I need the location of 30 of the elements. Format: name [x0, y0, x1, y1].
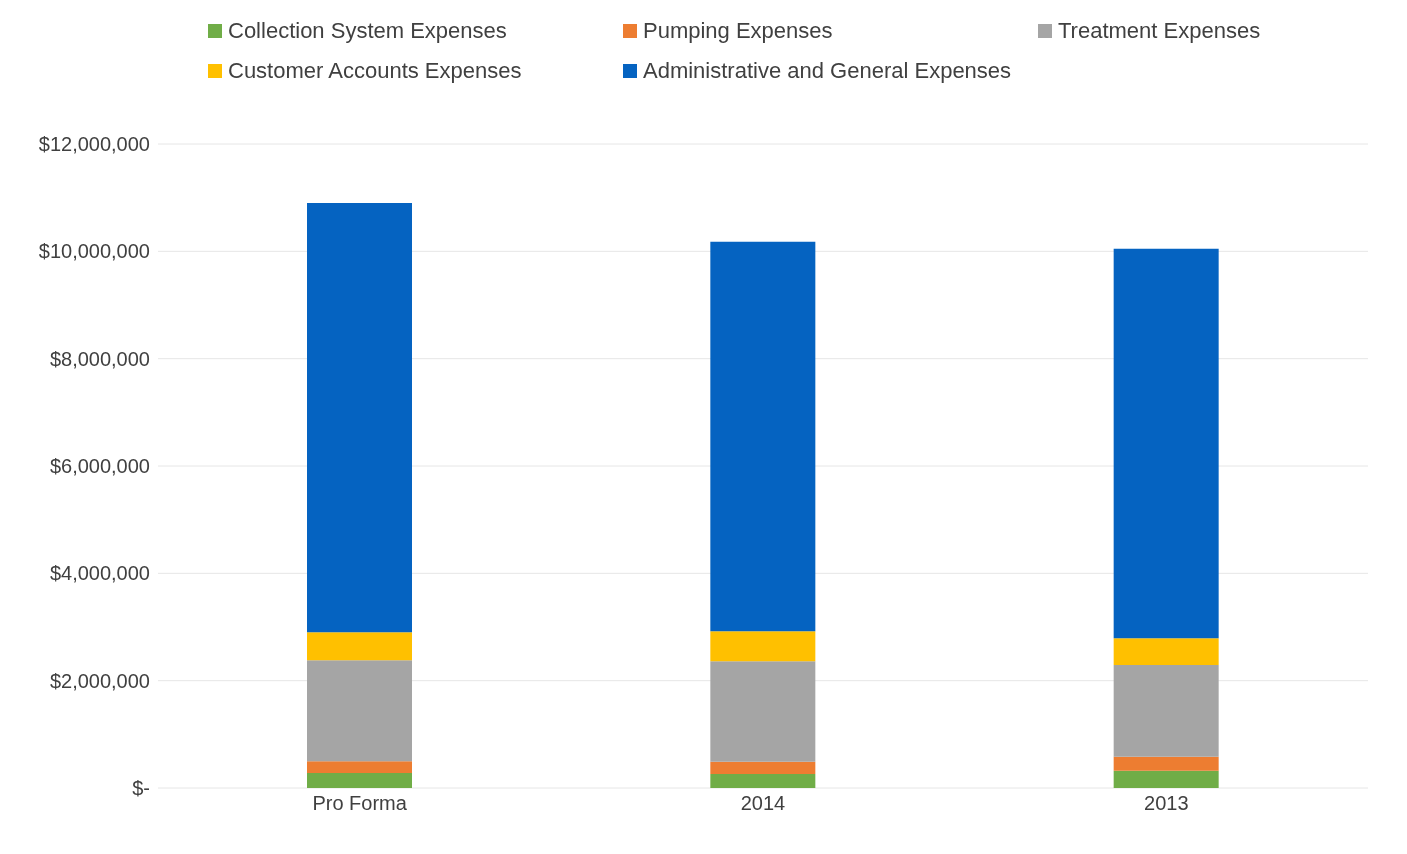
bar	[1113, 770, 1219, 788]
y-tick-label: $2,000,000	[49, 669, 150, 692]
bar	[710, 661, 816, 762]
bar	[710, 761, 816, 775]
bar	[307, 660, 412, 762]
bar	[710, 774, 816, 788]
bar	[710, 241, 816, 632]
bar	[1113, 638, 1219, 666]
y-tick-label: $10,000,000	[38, 240, 150, 263]
legend-label: Collection System Expenses	[228, 18, 507, 44]
y-tick-label: $6,000,000	[49, 455, 150, 478]
bar	[1113, 665, 1219, 757]
x-tick-label: 2014	[740, 792, 786, 815]
y-tick-label: $4,000,000	[49, 562, 150, 585]
x-tick-label: Pro Forma	[312, 792, 408, 815]
legend-label: Customer Accounts Expenses	[228, 58, 522, 84]
x-tick-label: 2013	[1144, 792, 1189, 815]
legend-label: Treatment Expenses	[1058, 18, 1261, 44]
legend-label: Pumping Expenses	[643, 18, 833, 44]
legend-label: Administrative and General Expenses	[643, 58, 1012, 84]
y-tick-label: $12,000,000	[38, 133, 150, 156]
bar	[1113, 756, 1219, 771]
bar	[1113, 248, 1219, 639]
bar	[307, 772, 412, 788]
y-tick-label: $8,000,000	[49, 347, 150, 370]
bar	[307, 632, 412, 661]
y-tick-label: $-	[132, 777, 150, 800]
bar	[307, 761, 412, 773]
bar	[307, 203, 412, 633]
bar	[710, 631, 816, 662]
